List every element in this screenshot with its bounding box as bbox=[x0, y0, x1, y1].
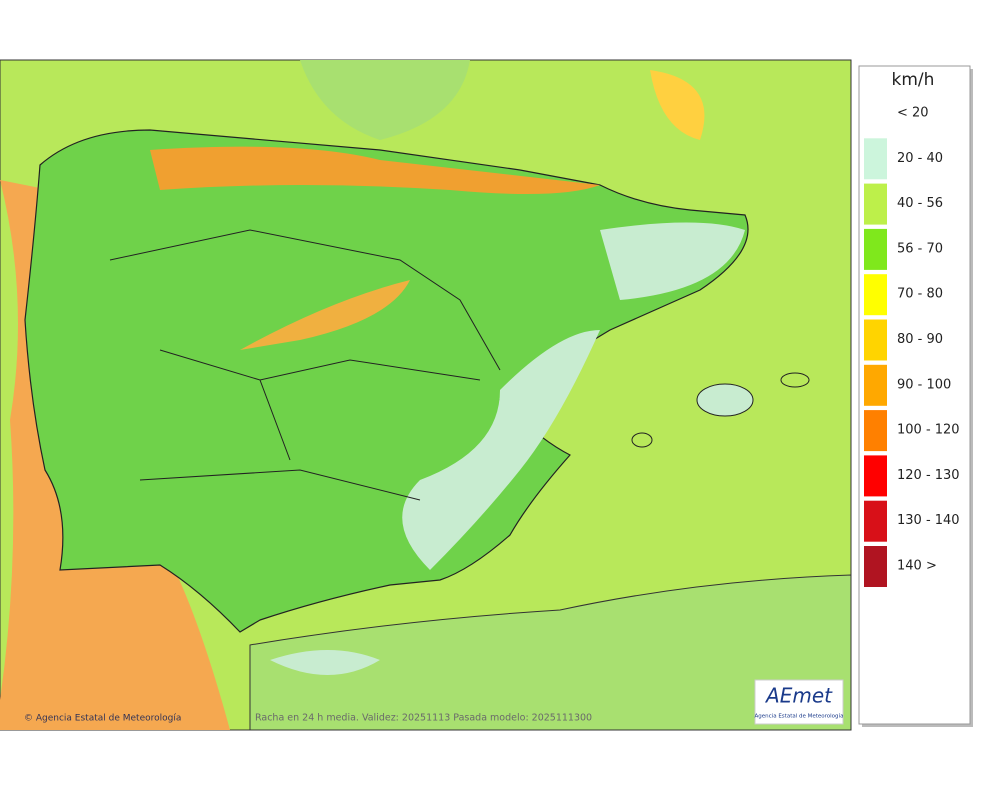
legend-label: 56 - 70 bbox=[897, 241, 943, 256]
legend-swatch bbox=[864, 228, 887, 270]
ibiza bbox=[631, 432, 653, 448]
legend-label: < 20 bbox=[897, 106, 929, 121]
legend-label: 20 - 40 bbox=[897, 151, 943, 166]
bay-zone bbox=[300, 60, 470, 140]
legend-swatch bbox=[864, 183, 887, 225]
logo-box bbox=[754, 679, 844, 725]
legend-swatch bbox=[864, 546, 887, 587]
legend-swatch bbox=[864, 500, 887, 542]
menorca bbox=[780, 372, 810, 388]
legend-swatch bbox=[864, 319, 887, 361]
legend-label: 130 - 140 bbox=[897, 513, 960, 528]
legend-label: 90 - 100 bbox=[897, 377, 951, 392]
legend-swatch bbox=[864, 274, 887, 316]
mallorca bbox=[696, 383, 754, 417]
legend-title: km/h bbox=[892, 70, 935, 90]
legend-label: 120 - 130 bbox=[897, 468, 960, 483]
legend-label: 40 - 56 bbox=[897, 196, 943, 211]
legend-label: 140 > bbox=[897, 559, 937, 574]
credit: © Agencia Estatal de Meteorología bbox=[24, 714, 181, 724]
calm-zone bbox=[402, 222, 745, 570]
central-gusts bbox=[240, 280, 410, 350]
logo-subtitle: Agencia Estatal de Meteorología bbox=[755, 713, 844, 720]
caption: Racha en 24 h media. Validez: 20251113 P… bbox=[255, 713, 592, 724]
legend-swatch bbox=[864, 364, 887, 406]
legend-swatch bbox=[864, 138, 887, 180]
legend-label: 80 - 90 bbox=[897, 332, 943, 347]
region-borders bbox=[109, 229, 501, 501]
high-gust-zone bbox=[650, 70, 705, 140]
north-africa bbox=[249, 574, 852, 731]
logo-name: AEmet bbox=[764, 684, 833, 708]
legend-label: 100 - 120 bbox=[897, 423, 960, 438]
legend-swatch bbox=[864, 455, 887, 497]
atlantic-gusts bbox=[0, 180, 230, 730]
iberian-peninsula bbox=[24, 129, 749, 633]
calm-zone-africa bbox=[270, 650, 380, 675]
cantabrian-gusts bbox=[150, 146, 600, 194]
legend-label: 70 - 80 bbox=[897, 287, 943, 302]
legend-swatch bbox=[864, 410, 887, 452]
